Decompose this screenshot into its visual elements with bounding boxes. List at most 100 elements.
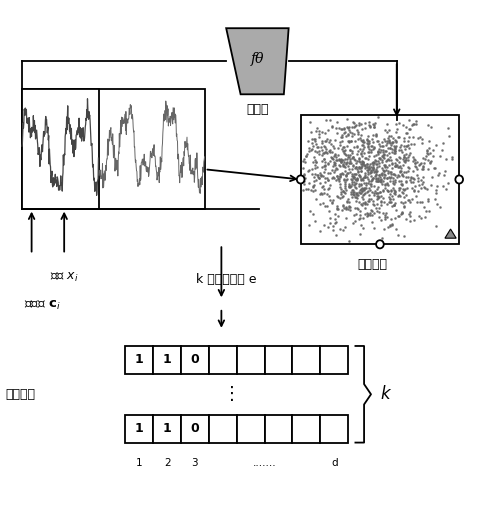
Point (360, 161, 367, 169)
Point (366, 186, 374, 194)
Point (348, 176, 356, 184)
Point (345, 123, 352, 131)
Point (347, 178, 355, 186)
Point (331, 150, 339, 158)
Point (419, 178, 427, 186)
Point (383, 174, 391, 182)
Point (362, 189, 369, 197)
Point (318, 163, 326, 172)
Point (316, 178, 324, 187)
Point (382, 141, 390, 149)
Point (308, 144, 315, 153)
Point (353, 175, 361, 183)
Point (373, 156, 381, 164)
Point (361, 204, 368, 212)
Point (391, 190, 399, 198)
Point (379, 151, 387, 159)
Point (333, 165, 341, 173)
Point (299, 186, 307, 194)
Point (383, 120, 391, 128)
Point (364, 140, 372, 148)
Point (388, 192, 396, 200)
Point (326, 207, 333, 215)
Point (360, 138, 368, 146)
Point (339, 187, 347, 195)
Point (302, 152, 310, 160)
Point (358, 120, 365, 128)
Point (339, 226, 347, 234)
Point (406, 124, 414, 133)
Point (357, 180, 364, 188)
Point (349, 186, 357, 194)
Point (338, 124, 346, 133)
Point (311, 186, 319, 194)
Point (350, 173, 358, 181)
Point (330, 161, 338, 169)
Point (370, 200, 378, 209)
Point (316, 169, 324, 177)
Point (385, 193, 393, 201)
Point (356, 172, 364, 180)
Point (384, 144, 392, 153)
Point (350, 173, 358, 181)
Point (345, 182, 352, 190)
Point (312, 135, 319, 143)
Point (316, 227, 324, 235)
Point (387, 186, 395, 194)
Point (337, 141, 345, 150)
Point (365, 118, 373, 126)
Point (347, 137, 355, 145)
Point (375, 182, 382, 191)
Point (362, 198, 369, 207)
Point (318, 146, 326, 155)
Text: 0: 0 (191, 422, 199, 435)
Point (317, 189, 325, 197)
Point (339, 192, 347, 200)
Point (377, 200, 385, 209)
Point (347, 168, 354, 176)
Point (346, 201, 353, 210)
Point (384, 181, 392, 189)
Point (336, 183, 344, 191)
Point (391, 171, 399, 179)
Point (351, 180, 359, 188)
Point (328, 198, 336, 207)
Point (395, 172, 403, 180)
Point (310, 135, 318, 143)
Point (326, 196, 333, 205)
Point (348, 172, 356, 180)
Point (336, 194, 344, 203)
Point (308, 164, 316, 173)
Point (400, 192, 408, 200)
Point (349, 153, 357, 161)
Point (398, 145, 405, 154)
Point (369, 166, 377, 174)
Point (423, 185, 431, 193)
Point (404, 153, 412, 161)
Point (328, 140, 335, 148)
Point (342, 176, 350, 185)
Point (408, 121, 416, 129)
Point (365, 164, 373, 173)
Point (342, 186, 349, 194)
Point (369, 197, 377, 205)
Point (356, 189, 364, 197)
Point (364, 211, 372, 219)
Point (340, 162, 347, 170)
Point (376, 155, 384, 163)
Point (354, 130, 362, 138)
Point (439, 139, 447, 148)
Point (347, 206, 354, 214)
Point (417, 183, 425, 192)
Point (391, 178, 399, 186)
Point (329, 155, 337, 163)
Point (386, 168, 394, 176)
Point (354, 205, 362, 213)
Point (392, 214, 399, 223)
Point (396, 154, 404, 162)
Point (403, 142, 411, 150)
Point (328, 148, 335, 156)
Point (353, 174, 361, 182)
Point (409, 174, 417, 182)
Point (372, 205, 380, 213)
